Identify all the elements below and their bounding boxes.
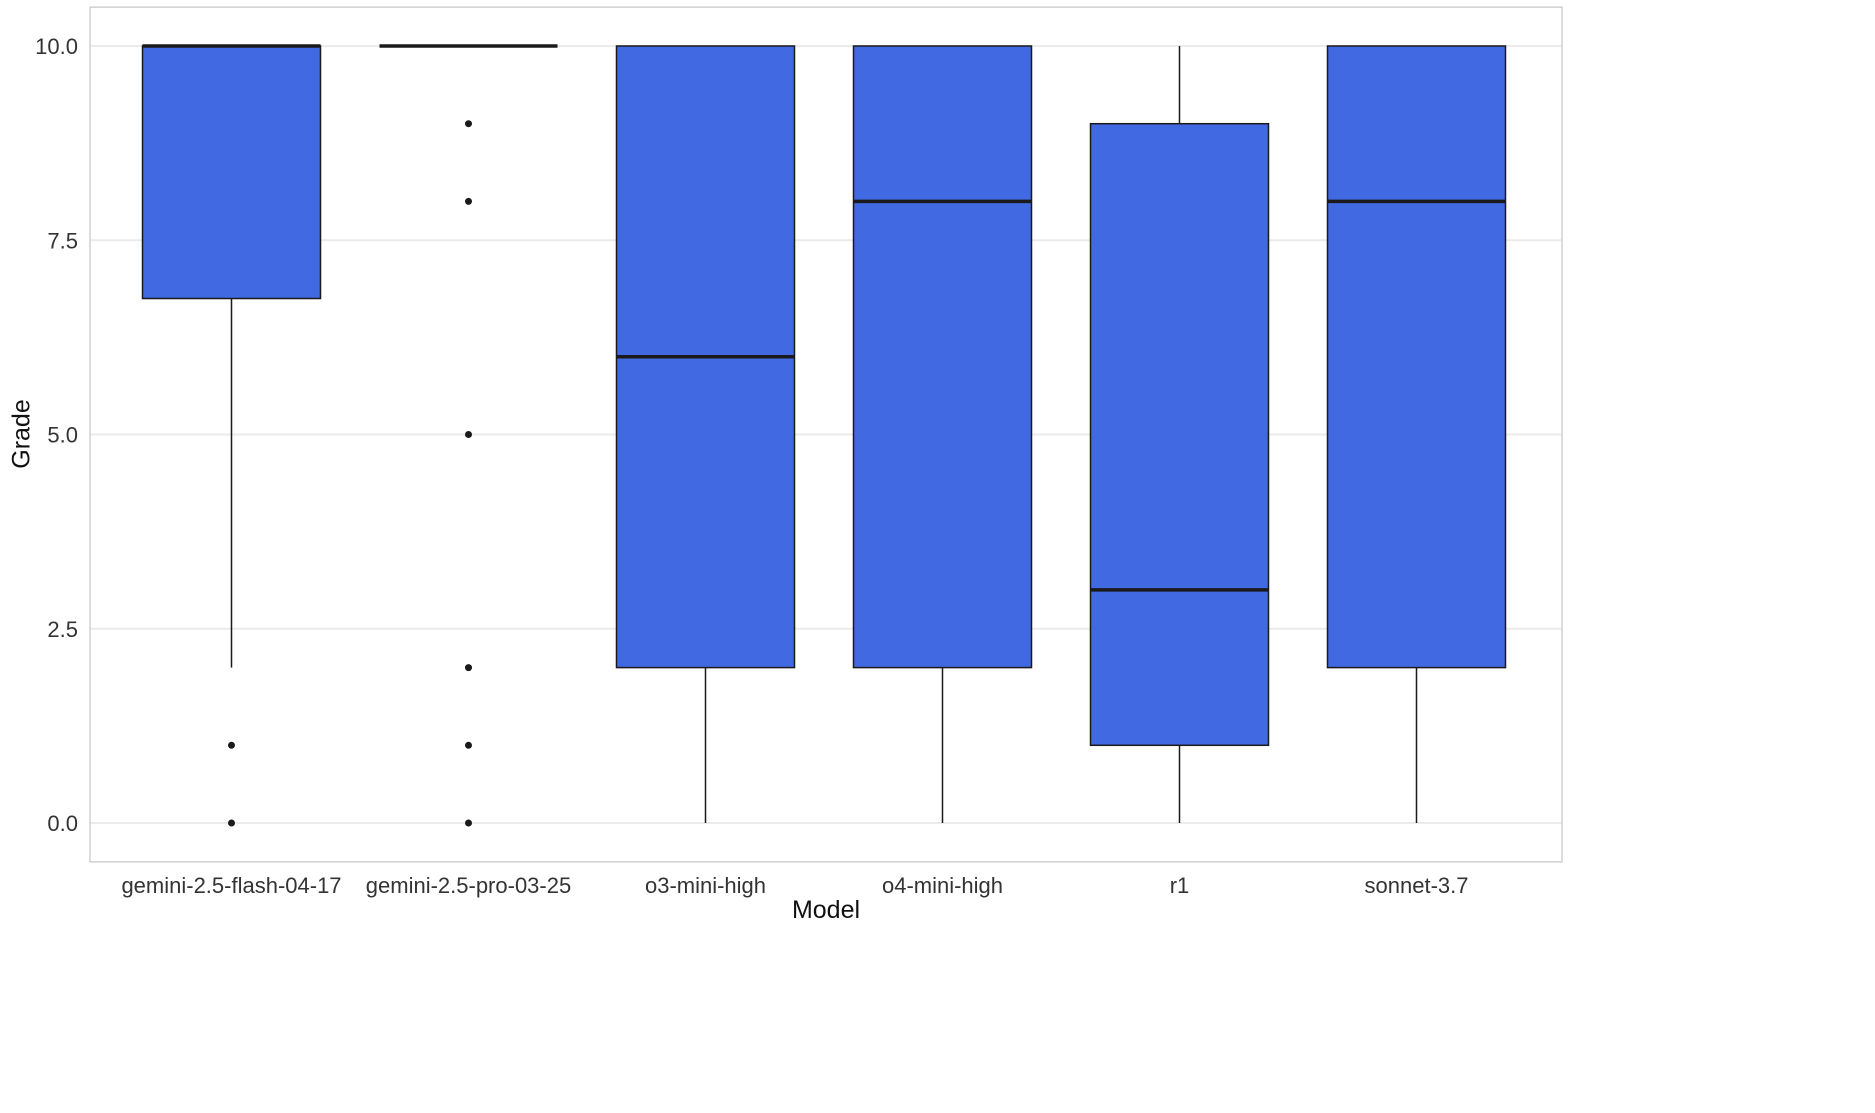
box-rect [852, 45, 1033, 669]
outlier-dot [228, 741, 235, 749]
outlier-dot [465, 819, 472, 827]
outlier-dot [465, 120, 472, 128]
box-rect [141, 45, 322, 300]
y-tick-label: 10.0 [35, 34, 78, 59]
y-axis-title: Grade [7, 399, 36, 469]
outlier-dot [465, 431, 472, 438]
box-rect [1089, 122, 1270, 747]
x-category-label: r1 [1170, 873, 1190, 898]
outlier-dot [228, 819, 235, 827]
x-category-label: gemini-2.5-flash-04-17 [121, 873, 341, 898]
panel-border [89, 6, 1563, 863]
outlier-dot [465, 664, 472, 672]
outlier-dot [465, 741, 472, 749]
x-category-label: sonnet-3.7 [1365, 873, 1469, 898]
x-category-label: o4-mini-high [882, 873, 1003, 898]
box-rect [1326, 45, 1507, 669]
outlier-dot [465, 197, 472, 205]
y-tick-label: 5.0 [47, 423, 78, 448]
y-tick-label: 2.5 [47, 617, 78, 642]
x-category-label: gemini-2.5-pro-03-25 [366, 873, 571, 898]
y-tick-label: 7.5 [47, 228, 78, 253]
x-category-label: o3-mini-high [645, 873, 766, 898]
x-axis-title: Model [791, 896, 861, 924]
y-tick-label: 0.0 [47, 811, 78, 836]
